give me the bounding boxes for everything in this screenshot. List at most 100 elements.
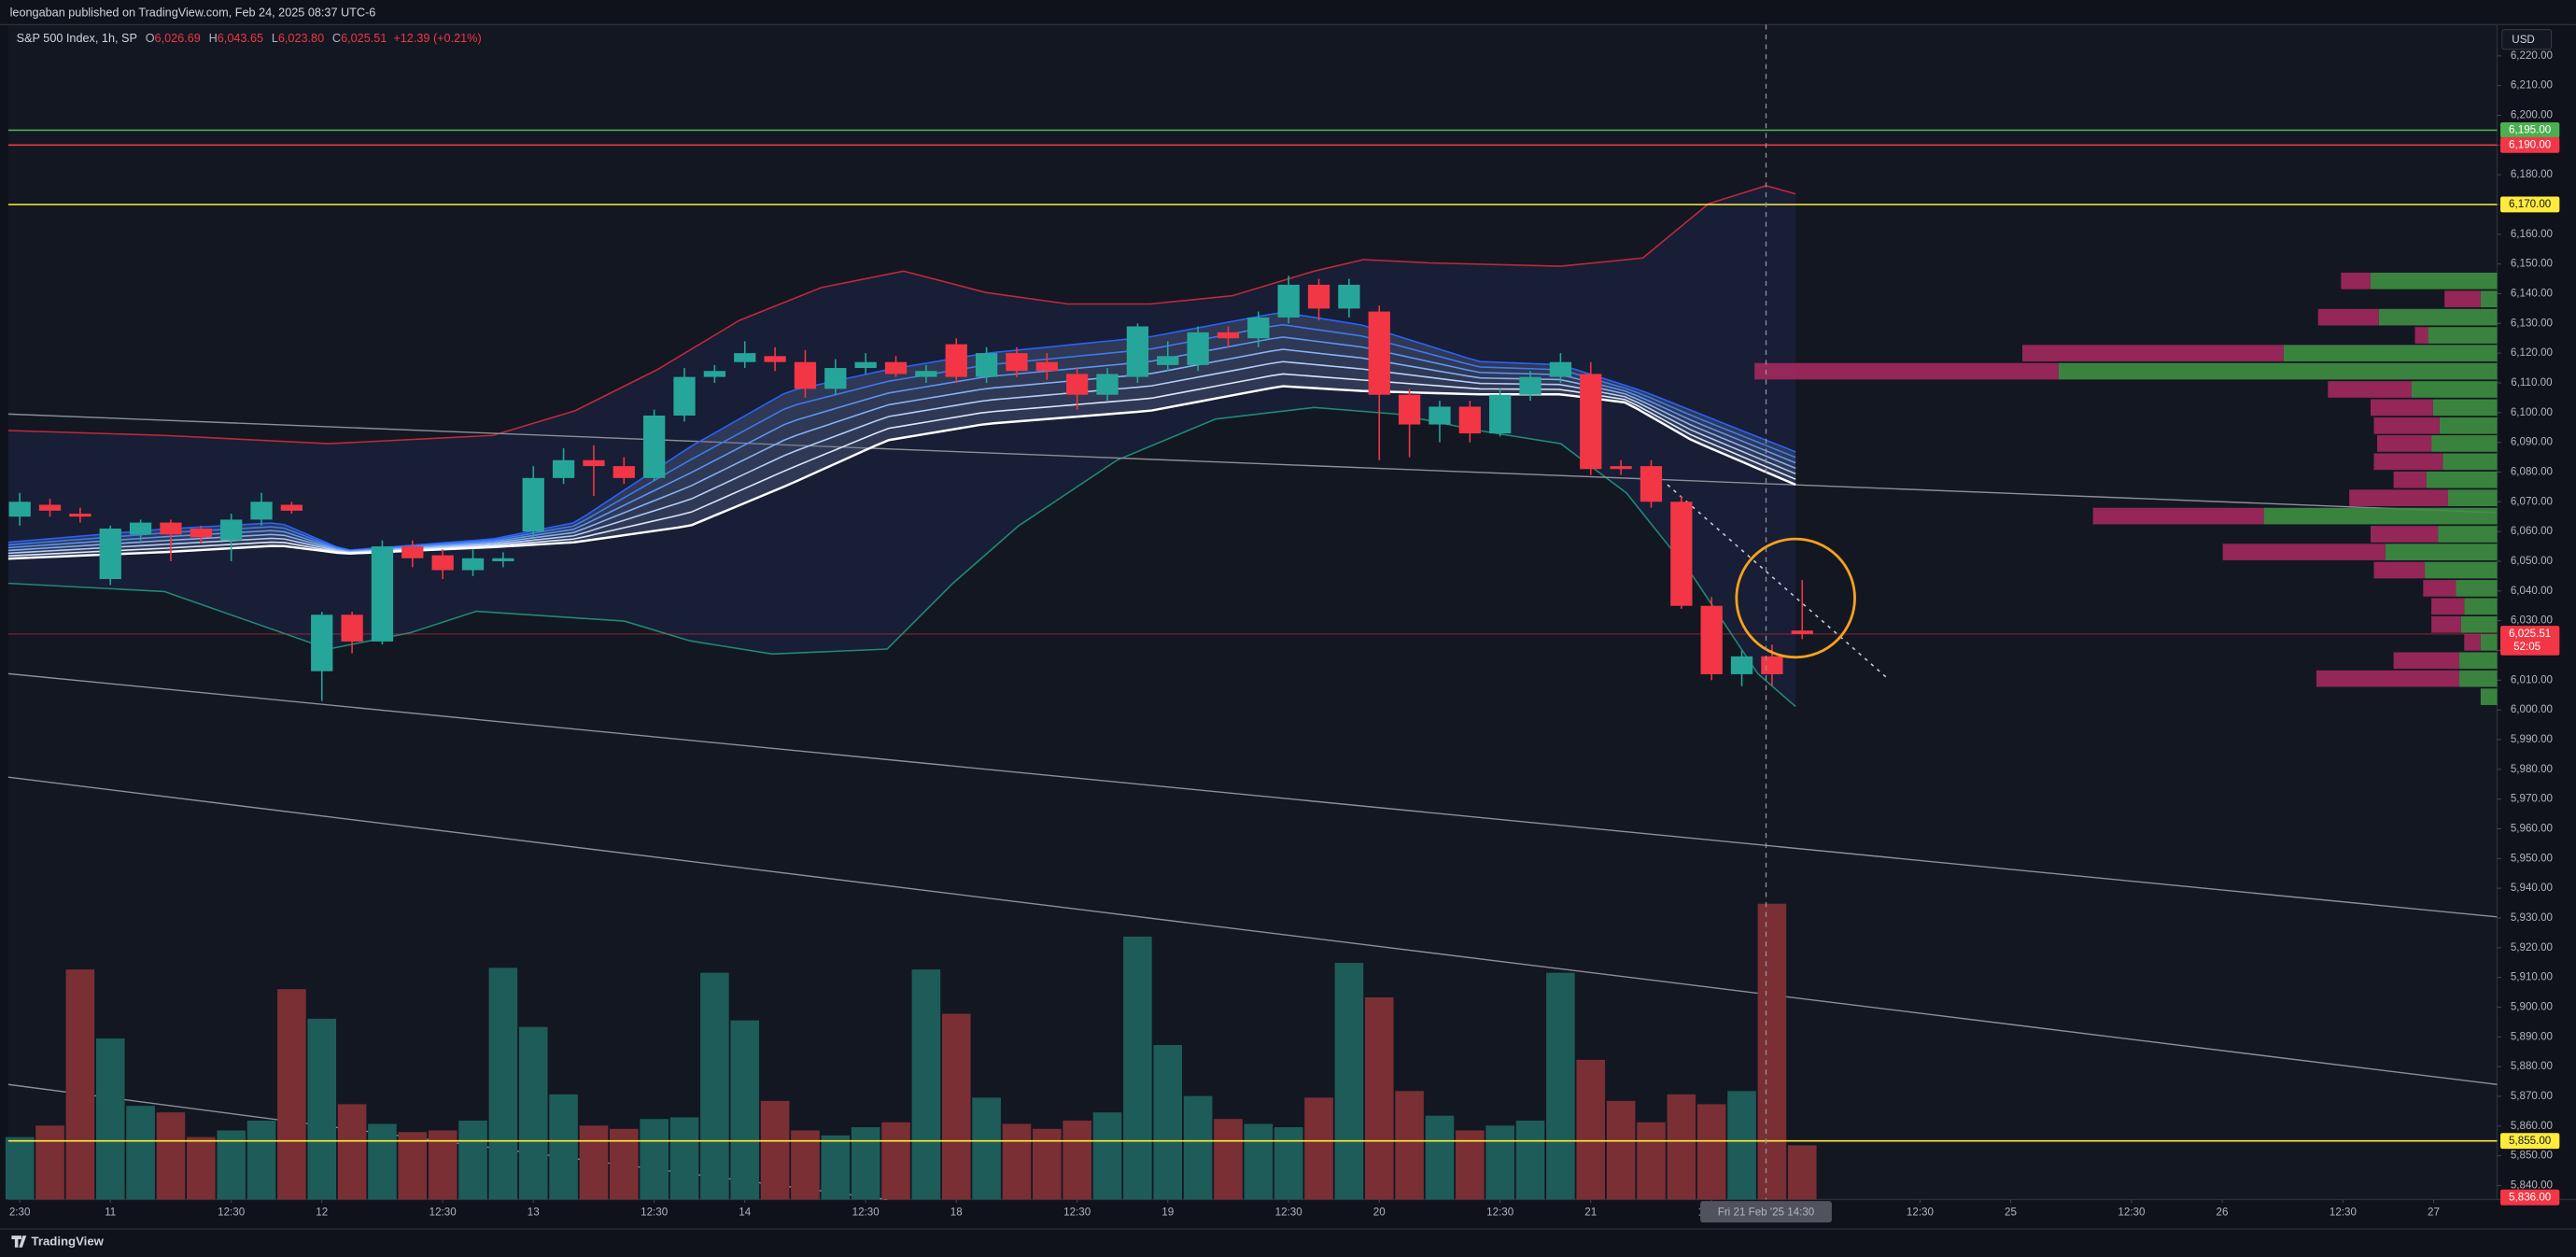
profile-down [2370,526,2439,543]
profile-down [2021,345,2284,361]
volume-bar [941,1013,971,1200]
x-tick-label: 26 [2217,1207,2229,1219]
volume-bar [187,1137,216,1200]
candle-body [552,459,575,478]
candle-body [401,546,424,558]
candle-body [1035,361,1058,372]
profile-up [2459,670,2498,687]
y-tick-label: 6,160.00 [2511,228,2553,240]
profile-up [2378,308,2498,326]
volume-bar [1092,1112,1122,1200]
candle-body [461,558,485,571]
profile-up [2456,580,2498,597]
volume-bar [1153,1045,1183,1200]
y-tick-label: 5,860.00 [2511,1120,2553,1132]
y-tick-label: 5,970.00 [2511,793,2553,805]
profile-down [2370,399,2433,417]
candle-body [431,555,454,571]
y-tick-label: 5,980.00 [2511,763,2553,775]
y-tick-label: 6,150.00 [2511,258,2553,270]
y-tick-label: 6,090.00 [2511,436,2553,448]
volume-bar [579,1125,609,1200]
x-tick-label: 18 [950,1207,963,1219]
legend-item: 6,025.51 [341,33,387,46]
currency-box[interactable] [2501,29,2553,50]
profile-up [2428,327,2498,344]
legend-item: C [332,33,341,46]
candle-body [612,466,635,478]
profile-up [2442,453,2498,471]
legend-item: +12.39 (+0.21%) [393,33,481,46]
volume-bar [1606,1100,1636,1200]
volume-bar [1757,903,1787,1200]
y-tick-label: 5,940.00 [2511,882,2553,894]
moving-average [7,373,1796,558]
profile-up [2432,399,2498,417]
x-tick-label: 12:30 [429,1207,457,1219]
y-tick-label: 6,210.00 [2511,79,2553,92]
volume-bar [1364,997,1394,1200]
profile-down [2092,507,2264,525]
volume-bar [1576,1059,1606,1200]
volume-bar [428,1130,457,1200]
candle-body [764,356,786,362]
profile-down [2393,471,2427,488]
candle-body [1398,394,1421,425]
volume-bar [610,1128,639,1200]
profile-up [2464,598,2498,615]
candle-body [280,504,303,511]
candle-body [160,522,182,535]
candle-body [1761,656,1783,674]
y-tick-label: 6,040.00 [2511,585,2553,597]
volume-bar [95,1038,125,1200]
currency[interactable]: USD [2512,34,2535,46]
x-tick-label: 12:30 [1907,1207,1934,1219]
volume-bar [791,1130,820,1200]
y-tick-label: 6,080.00 [2511,466,2553,478]
volume-bar [1274,1127,1303,1200]
legend-item: 6,043.65 [218,33,263,46]
profile-down [2444,290,2481,308]
y-tick-label: 5,920.00 [2511,941,2553,953]
y-tick-label: 6,180.00 [2511,168,2553,180]
y-tick-label: 6,130.00 [2511,317,2553,329]
x-tick-label: 12:30 [2330,1207,2357,1219]
profile-down [2328,381,2412,398]
profile-up [2425,561,2498,579]
volume-bar [700,972,729,1200]
y-tick-label: 6,120.00 [2511,346,2553,359]
y-tick-label: 5,900.00 [2511,1001,2553,1013]
profile-down [1754,362,2059,380]
candle-body [1006,353,1028,372]
profile-up [2426,471,2498,488]
y-tick-label: 5,910.00 [2511,971,2553,983]
x-tick-label: 12:30 [640,1207,668,1219]
candle-body [583,459,605,467]
candle-body [673,376,696,416]
x-tick-label: 12 [316,1207,328,1219]
volume-bar [126,1106,155,1200]
candle-body [311,614,333,671]
y-tick-label: 5,990.00 [2511,733,2553,745]
candle-body [945,344,967,377]
candle-body [129,522,152,535]
trend-line [7,413,2498,514]
volume-bar [1637,1122,1666,1200]
profile-down [2464,634,2481,651]
profile-up [2460,615,2498,633]
profile-up [2480,688,2498,705]
candle-body [975,353,998,377]
candle-body [1458,406,1481,434]
trend-line [7,776,2498,1085]
legend-item: L [272,33,278,46]
profile-up [2431,435,2498,452]
header: leongaban published on TradingView.com, … [10,6,376,19]
candle-body [854,361,877,369]
y-tick-label: 6,110.00 [2511,376,2552,388]
profile-down [2341,272,2371,290]
legend: S&P 500 Index, 1h, SP O6,026.69 H6,043.65 L… [17,33,482,46]
legend-item: O [146,33,155,46]
candle-body [1187,332,1209,365]
volume-bar [458,1120,487,1200]
